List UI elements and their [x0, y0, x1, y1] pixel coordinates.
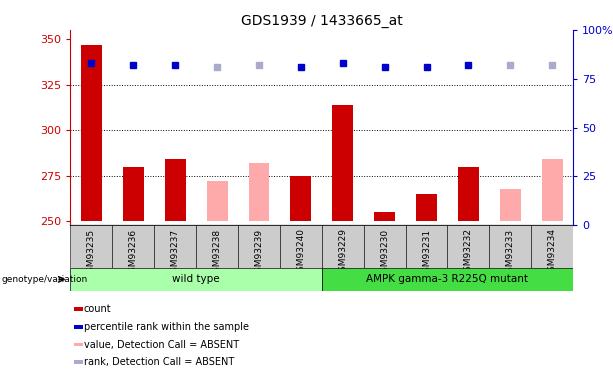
Title: GDS1939 / 1433665_at: GDS1939 / 1433665_at — [241, 13, 403, 28]
Bar — [489, 225, 531, 268]
Text: GSM93240: GSM93240 — [296, 228, 305, 278]
Bar — [291, 176, 311, 221]
Bar — [74, 343, 83, 346]
Text: GSM93233: GSM93233 — [506, 228, 515, 278]
Bar — [332, 105, 353, 221]
Bar — [542, 159, 563, 221]
Bar — [70, 225, 112, 268]
Bar — [196, 225, 238, 268]
Bar — [322, 225, 364, 268]
Text: percentile rank within the sample: percentile rank within the sample — [84, 322, 249, 332]
Text: GSM93230: GSM93230 — [380, 228, 389, 278]
Bar — [112, 225, 154, 268]
Bar — [74, 360, 83, 364]
Bar — [531, 225, 573, 268]
Text: GSM93239: GSM93239 — [254, 228, 264, 278]
Bar — [70, 268, 322, 291]
Bar — [447, 225, 489, 268]
Bar — [364, 225, 406, 268]
Text: value, Detection Call = ABSENT: value, Detection Call = ABSENT — [84, 339, 239, 350]
Text: count: count — [84, 304, 112, 314]
Bar — [165, 159, 186, 221]
Bar — [280, 225, 322, 268]
Bar — [123, 166, 144, 221]
Bar — [207, 181, 227, 221]
Bar — [322, 268, 573, 291]
Text: GSM93229: GSM93229 — [338, 228, 348, 278]
Text: GSM93231: GSM93231 — [422, 228, 431, 278]
Bar — [416, 194, 437, 221]
Text: rank, Detection Call = ABSENT: rank, Detection Call = ABSENT — [84, 357, 234, 368]
Text: GSM93236: GSM93236 — [129, 228, 138, 278]
Text: AMPK gamma-3 R225Q mutant: AMPK gamma-3 R225Q mutant — [367, 274, 528, 284]
Bar — [74, 325, 83, 328]
Bar — [74, 307, 83, 311]
Text: GSM93235: GSM93235 — [87, 228, 96, 278]
Bar — [154, 225, 196, 268]
Text: GSM93234: GSM93234 — [547, 228, 557, 278]
Text: GSM93232: GSM93232 — [464, 228, 473, 278]
Bar — [81, 45, 102, 221]
Bar — [500, 189, 521, 221]
Bar — [406, 225, 447, 268]
Text: GSM93238: GSM93238 — [213, 228, 222, 278]
Bar — [458, 166, 479, 221]
Bar — [248, 163, 270, 221]
Text: genotype/variation: genotype/variation — [1, 275, 88, 284]
Text: wild type: wild type — [172, 274, 220, 284]
Text: GSM93237: GSM93237 — [170, 228, 180, 278]
Bar — [374, 212, 395, 221]
Bar — [238, 225, 280, 268]
